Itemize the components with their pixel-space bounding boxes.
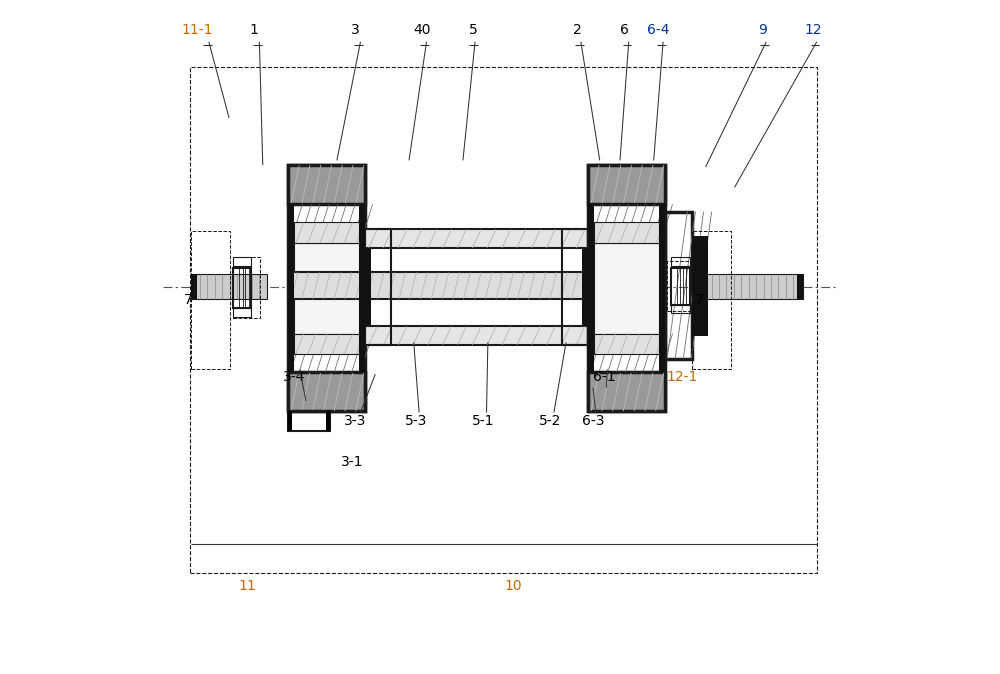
Bar: [588, 204, 594, 372]
Bar: [365, 248, 371, 326]
Bar: [190, 67, 817, 573]
Bar: [588, 165, 665, 204]
Bar: [692, 274, 803, 299]
Bar: [588, 334, 665, 372]
Text: 6-4: 6-4: [647, 24, 670, 37]
Bar: [671, 268, 690, 305]
Text: 3-3: 3-3: [344, 415, 366, 428]
Bar: [233, 257, 251, 266]
Text: 2: 2: [573, 24, 582, 37]
Bar: [294, 243, 359, 334]
Bar: [594, 334, 659, 354]
Bar: [191, 274, 197, 299]
Bar: [588, 204, 665, 243]
Text: 5-2: 5-2: [539, 415, 562, 428]
Text: 11: 11: [238, 580, 256, 593]
Bar: [692, 236, 708, 336]
Text: 3: 3: [351, 24, 359, 37]
Text: 3-1: 3-1: [340, 455, 363, 468]
Bar: [288, 204, 294, 372]
Text: 5-3: 5-3: [405, 415, 427, 428]
Bar: [288, 272, 665, 299]
Text: 1: 1: [250, 24, 258, 37]
Text: 6: 6: [620, 24, 629, 37]
Bar: [594, 243, 659, 334]
Bar: [365, 229, 588, 248]
Text: 7: 7: [184, 293, 193, 307]
Bar: [665, 212, 692, 359]
Bar: [588, 372, 665, 411]
Bar: [233, 257, 260, 318]
Bar: [671, 305, 690, 313]
Bar: [294, 222, 359, 243]
Bar: [562, 229, 588, 345]
Text: 6-1: 6-1: [593, 371, 616, 384]
Bar: [233, 308, 251, 317]
Text: 12-1: 12-1: [666, 371, 698, 384]
Text: 40: 40: [414, 24, 431, 37]
Text: 9: 9: [758, 24, 767, 37]
Bar: [288, 372, 365, 411]
Bar: [667, 261, 694, 311]
Bar: [659, 204, 665, 372]
Text: 3-4: 3-4: [283, 371, 306, 384]
Text: 11-1: 11-1: [181, 24, 212, 37]
Bar: [288, 334, 365, 372]
Bar: [326, 411, 330, 431]
Text: 5: 5: [469, 24, 477, 37]
Text: 6-3: 6-3: [582, 415, 604, 428]
Bar: [588, 165, 665, 411]
Text: 10: 10: [505, 580, 522, 593]
Bar: [288, 165, 365, 411]
Bar: [797, 274, 803, 299]
Bar: [365, 229, 391, 345]
Bar: [594, 222, 659, 243]
Text: 5-1: 5-1: [472, 415, 494, 428]
Bar: [671, 257, 690, 266]
Bar: [582, 248, 588, 326]
Bar: [288, 204, 365, 243]
Bar: [288, 411, 292, 431]
Bar: [233, 268, 251, 308]
Bar: [288, 165, 365, 204]
Bar: [288, 411, 330, 431]
Bar: [359, 204, 365, 372]
Text: 7: 7: [694, 293, 703, 307]
Bar: [365, 326, 588, 345]
Bar: [191, 274, 267, 299]
Bar: [191, 231, 230, 369]
Text: 12: 12: [805, 24, 822, 37]
Bar: [692, 231, 731, 369]
Bar: [294, 334, 359, 354]
